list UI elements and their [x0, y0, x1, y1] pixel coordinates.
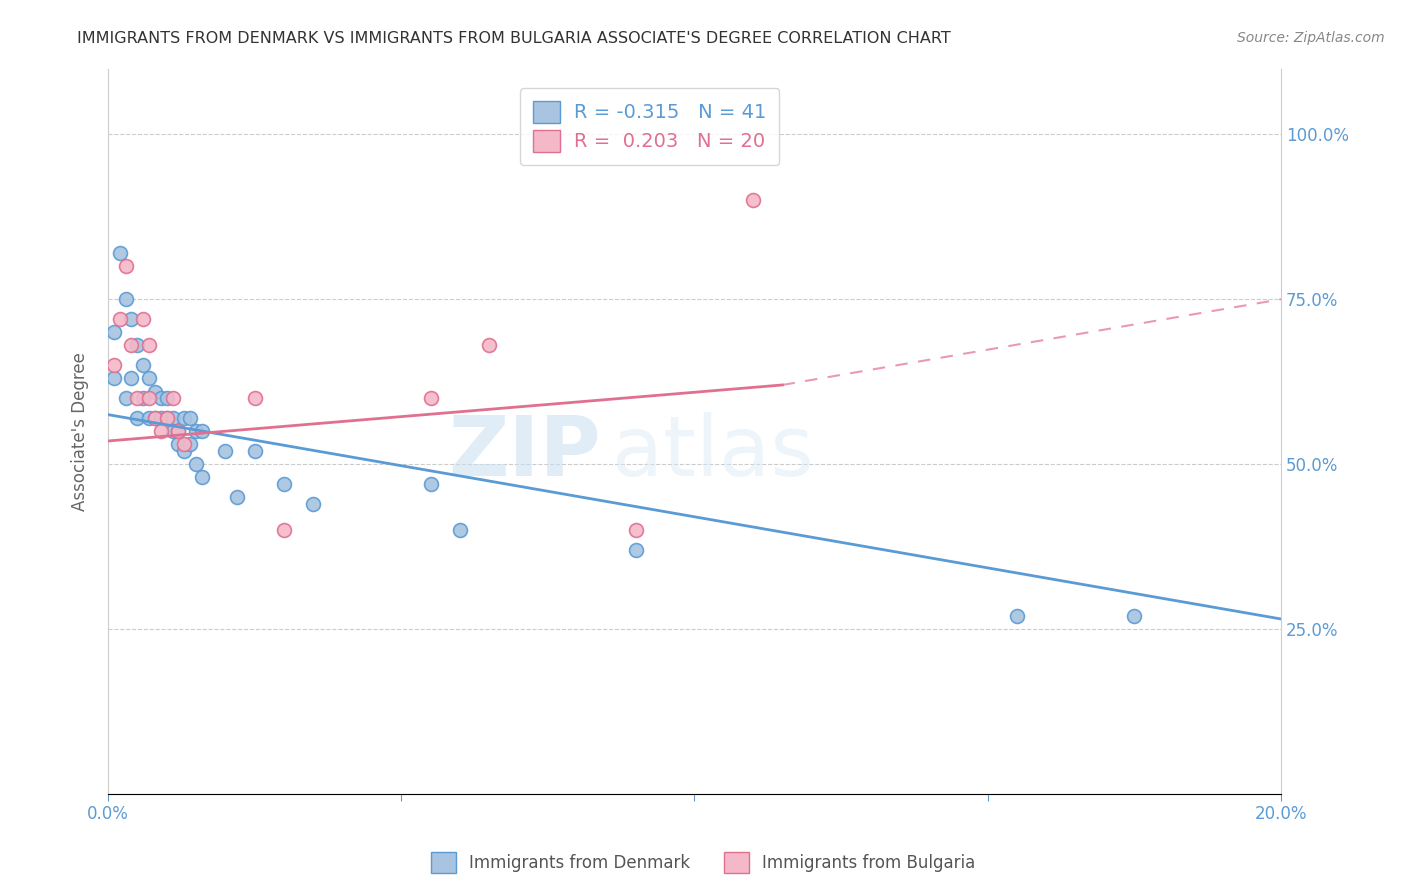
Point	[149, 411, 172, 425]
Point	[273, 523, 295, 537]
Point	[138, 411, 160, 425]
Point	[179, 437, 201, 451]
Point	[624, 542, 647, 557]
Point	[103, 358, 125, 372]
Point	[103, 325, 125, 339]
Point	[184, 457, 207, 471]
Point	[449, 523, 471, 537]
Point	[149, 424, 172, 438]
Point	[127, 338, 149, 352]
Point	[108, 312, 131, 326]
Point	[108, 246, 131, 260]
Point	[120, 338, 142, 352]
Point	[114, 391, 136, 405]
Point	[214, 443, 236, 458]
Point	[191, 470, 214, 484]
Point	[226, 490, 249, 504]
Text: ZIP: ZIP	[449, 412, 600, 493]
Point	[162, 424, 184, 438]
Point	[156, 411, 179, 425]
Point	[1005, 608, 1028, 623]
Point	[243, 443, 266, 458]
Legend: Immigrants from Denmark, Immigrants from Bulgaria: Immigrants from Denmark, Immigrants from…	[425, 846, 981, 880]
Point	[143, 411, 166, 425]
Point	[742, 194, 765, 208]
Point	[120, 371, 142, 385]
Point	[114, 292, 136, 306]
Point	[162, 411, 184, 425]
Point	[1123, 608, 1146, 623]
Point	[419, 476, 441, 491]
Point	[127, 391, 149, 405]
Point	[624, 523, 647, 537]
Text: IMMIGRANTS FROM DENMARK VS IMMIGRANTS FROM BULGARIA ASSOCIATE'S DEGREE CORRELATI: IMMIGRANTS FROM DENMARK VS IMMIGRANTS FR…	[77, 31, 950, 46]
Point	[127, 411, 149, 425]
Point	[114, 260, 136, 274]
Point	[120, 312, 142, 326]
Point	[302, 497, 325, 511]
Point	[138, 371, 160, 385]
Point	[138, 391, 160, 405]
Y-axis label: Associate's Degree: Associate's Degree	[72, 351, 89, 510]
Text: Source: ZipAtlas.com: Source: ZipAtlas.com	[1237, 31, 1385, 45]
Point	[419, 391, 441, 405]
Point	[173, 443, 195, 458]
Point	[243, 391, 266, 405]
Point	[173, 437, 195, 451]
Point	[156, 411, 179, 425]
Point	[132, 391, 155, 405]
Point	[273, 476, 295, 491]
Point	[156, 391, 179, 405]
Point	[184, 424, 207, 438]
Point	[179, 411, 201, 425]
Point	[143, 384, 166, 399]
Text: atlas: atlas	[613, 412, 814, 493]
Point	[167, 424, 190, 438]
Point	[173, 411, 195, 425]
Point	[478, 338, 501, 352]
Point	[132, 358, 155, 372]
Point	[103, 371, 125, 385]
Point	[191, 424, 214, 438]
Legend: R = -0.315   N = 41, R =  0.203   N = 20: R = -0.315 N = 41, R = 0.203 N = 20	[520, 88, 779, 165]
Point	[138, 338, 160, 352]
Point	[149, 391, 172, 405]
Point	[167, 424, 190, 438]
Point	[143, 411, 166, 425]
Point	[162, 391, 184, 405]
Point	[167, 437, 190, 451]
Point	[132, 312, 155, 326]
